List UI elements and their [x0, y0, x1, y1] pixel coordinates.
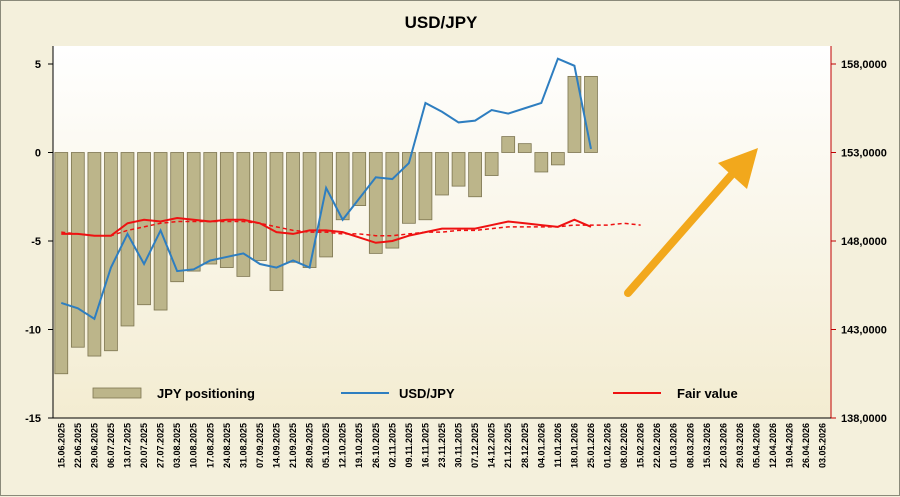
right-tick-label: 158,0000 — [841, 59, 887, 71]
x-tick-label: 09.11.2025 — [404, 423, 414, 468]
x-tick-label: 24.08.2025 — [222, 423, 232, 468]
positioning-bar — [385, 152, 400, 249]
x-tick-label: 14.12.2025 — [487, 423, 497, 468]
x-tick-label: 15.03.2026 — [702, 423, 712, 468]
x-tick-label: 29.06.2025 — [89, 423, 99, 468]
x-tick-label: 07.09.2025 — [255, 423, 265, 468]
x-tick-label: 05.04.2026 — [752, 423, 762, 468]
positioning-bar — [402, 152, 416, 224]
positioning-bar — [484, 152, 499, 176]
right-tick-label: 143,0000 — [841, 325, 887, 337]
x-tick-label: 06.07.2025 — [106, 423, 116, 468]
legend-label-fair-value: Fair value — [677, 386, 738, 401]
plot-area — [53, 46, 831, 418]
x-tick-label: 01.02.2026 — [603, 423, 613, 468]
positioning-bar — [203, 152, 218, 265]
x-tick-label: 02.11.2025 — [387, 423, 397, 468]
x-tick-label: 10.08.2025 — [189, 423, 199, 468]
trend-arrow-head — [718, 148, 758, 189]
x-tick-label: 12.10.2025 — [338, 423, 348, 468]
x-tick-label: 21.09.2025 — [288, 423, 298, 468]
legend-swatch-positioning — [92, 387, 142, 399]
positioning-bar — [534, 152, 549, 173]
positioning-bar — [435, 152, 449, 196]
x-tick-label: 22.03.2026 — [718, 423, 728, 468]
positioning-bar — [269, 152, 284, 291]
x-tick-label: 26.04.2026 — [801, 423, 811, 468]
x-tick-label: 30.11.2025 — [454, 423, 464, 468]
x-tick-label: 07.12.2025 — [470, 423, 480, 468]
left-tick-label: -5 — [31, 236, 41, 248]
x-tick-label: 05.10.2025 — [321, 423, 331, 468]
positioning-bar — [584, 75, 598, 153]
positioning-bar — [253, 152, 267, 261]
x-tick-label: 21.12.2025 — [503, 423, 513, 468]
positioning-bar — [286, 152, 300, 263]
positioning-bar — [567, 75, 582, 153]
positioning-bar — [451, 152, 466, 187]
chart-title: USD/JPY — [405, 13, 478, 32]
positioning-bar — [319, 152, 333, 258]
x-tick-label: 04.01.2026 — [536, 423, 546, 468]
positioning-bar — [104, 152, 118, 352]
trend-arrow-shaft — [624, 168, 738, 297]
positioning-bar — [517, 143, 532, 153]
x-tick-label: 23.11.2025 — [437, 423, 447, 468]
x-tick-label: 08.02.2026 — [619, 423, 629, 468]
positioning-bar — [219, 152, 234, 268]
positioning-bar — [368, 152, 383, 254]
x-tick-label: 22.02.2026 — [652, 423, 662, 468]
x-tick-label: 03.08.2025 — [172, 423, 182, 468]
x-tick-label: 11.01.2026 — [553, 423, 563, 468]
x-tick-label: 01.03.2026 — [669, 423, 679, 468]
x-tick-label: 03.05.2026 — [818, 423, 828, 468]
left-tick-label: -15 — [25, 413, 41, 425]
positioning-bar — [501, 136, 516, 153]
x-tick-label: 18.01.2026 — [569, 423, 579, 468]
x-tick-label: 16.11.2025 — [420, 423, 430, 468]
positioning-bar — [87, 152, 102, 357]
x-tick-label: 12.04.2026 — [768, 423, 778, 468]
positioning-bar — [352, 152, 367, 206]
usdjpy-line — [60, 57, 592, 321]
x-tick-label: 31.08.2025 — [238, 423, 248, 468]
right-tick-label: 138,0000 — [841, 413, 887, 425]
x-tick-label: 20.07.2025 — [139, 423, 149, 468]
left-tick-label: -10 — [25, 325, 41, 337]
positioning-bar — [468, 152, 482, 198]
x-tick-label: 14.09.2025 — [271, 423, 281, 468]
positioning-bar — [137, 152, 151, 306]
legend-label-positioning: JPY positioning — [157, 386, 255, 401]
fair-value-projection-line — [61, 220, 641, 237]
left-tick-label: 5 — [35, 59, 41, 71]
x-tick-label: 28.09.2025 — [305, 423, 315, 468]
x-tick-label: 22.06.2025 — [73, 423, 83, 468]
x-tick-label: 17.08.2025 — [205, 423, 215, 468]
x-tick-label: 15.02.2026 — [636, 423, 646, 468]
x-tick-label: 28.12.2025 — [520, 423, 530, 468]
x-tick-label: 13.07.2025 — [122, 423, 132, 468]
x-tick-label: 27.07.2025 — [156, 423, 166, 468]
x-tick-label: 25.01.2026 — [586, 423, 596, 468]
legend-label-usdjpy: USD/JPY — [399, 386, 455, 401]
positioning-bar — [551, 152, 565, 166]
x-tick-label: 19.10.2025 — [354, 423, 364, 468]
x-tick-label: 15.06.2025 — [56, 423, 66, 468]
positioning-bar — [70, 152, 85, 348]
fair-value-line — [61, 216, 592, 244]
x-tick-label: 19.04.2026 — [785, 423, 795, 468]
positioning-bar — [120, 152, 135, 327]
right-tick-label: 148,0000 — [841, 236, 887, 248]
left-tick-label: 0 — [35, 148, 41, 160]
positioning-bar — [186, 152, 201, 272]
x-tick-label: 26.10.2025 — [371, 423, 381, 468]
positioning-bar — [418, 152, 433, 221]
x-tick-label: 29.03.2026 — [735, 423, 745, 468]
positioning-bar — [54, 152, 69, 375]
x-tick-label: 08.03.2026 — [685, 423, 695, 468]
right-tick-label: 153,0000 — [841, 148, 887, 160]
positioning-bar — [236, 152, 251, 277]
